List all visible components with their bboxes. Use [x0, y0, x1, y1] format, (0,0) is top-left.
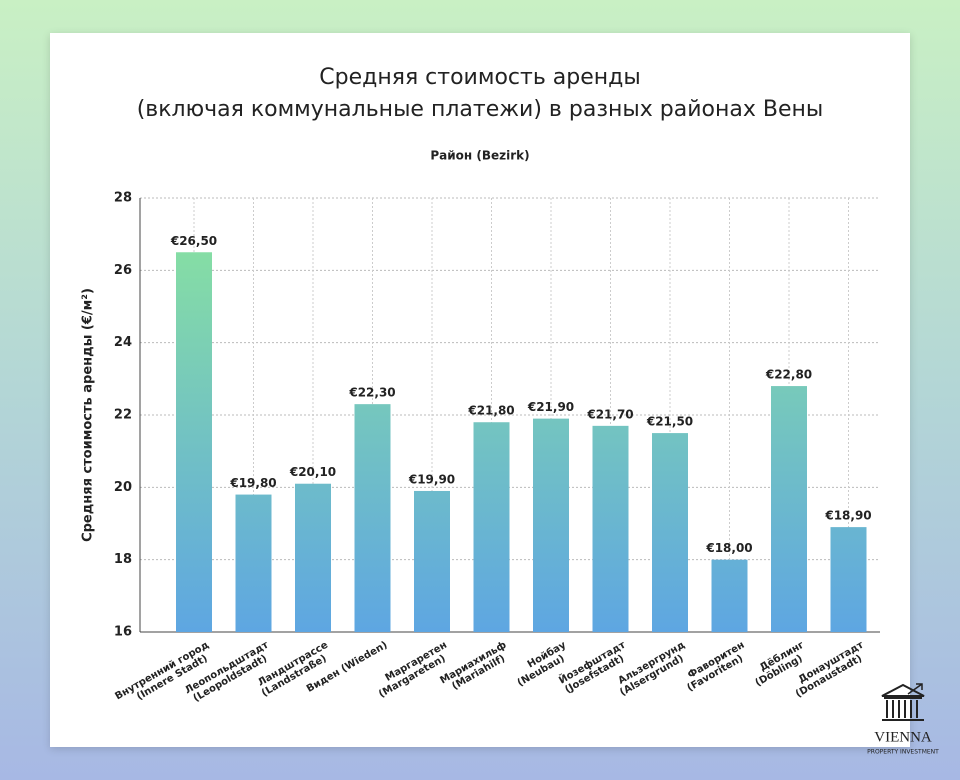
bar [354, 404, 391, 632]
bar [414, 490, 450, 632]
y-tick-label: 24 [114, 335, 132, 350]
value-label: €20,10 [289, 465, 336, 479]
value-label: €21,90 [527, 400, 574, 414]
value-label: €22,30 [348, 386, 395, 400]
value-label: €26,50 [170, 234, 217, 248]
bar [473, 422, 510, 632]
bar [235, 494, 272, 632]
logo: VIENNA PROPERTY INVESTMENT [867, 683, 939, 756]
y-tick-label: 22 [114, 408, 132, 423]
bar [830, 527, 867, 632]
logo-tagline: PROPERTY INVESTMENT [867, 749, 939, 756]
bar [652, 433, 688, 632]
x-tick-label: Мариахильф(Mariahilf) [438, 639, 514, 696]
value-label: €18,00 [705, 541, 752, 555]
chart-title: Средняя стоимость аренды [319, 65, 640, 90]
value-label: €21,70 [586, 407, 633, 421]
y-axis-label: Средняя стоимость аренды (€/м²) [81, 288, 96, 542]
bar [533, 418, 569, 632]
y-tick-label: 28 [114, 191, 132, 206]
y-tick-label: 26 [114, 263, 132, 278]
bar [295, 483, 331, 632]
y-tick-label: 18 [114, 552, 132, 567]
y-tick-label: 16 [114, 625, 132, 640]
logo-name: VIENNA [874, 729, 932, 745]
value-label: €21,50 [646, 415, 693, 429]
x-tick-label: Фаворитен(Favoriten) [680, 640, 752, 694]
value-label: €18,90 [824, 509, 871, 523]
bar [592, 425, 629, 632]
value-label: €19,90 [408, 472, 455, 486]
value-label: €22,80 [765, 368, 812, 382]
bar [711, 559, 748, 632]
bar [771, 386, 807, 632]
x-axis-label: Район (Bezirk) [430, 149, 529, 163]
chart-title: (включая коммунальные платежи) в разных … [137, 97, 824, 122]
bar [176, 252, 212, 632]
value-label: €19,80 [229, 476, 276, 490]
value-label: €21,80 [467, 404, 514, 418]
y-tick-label: 20 [114, 480, 132, 495]
